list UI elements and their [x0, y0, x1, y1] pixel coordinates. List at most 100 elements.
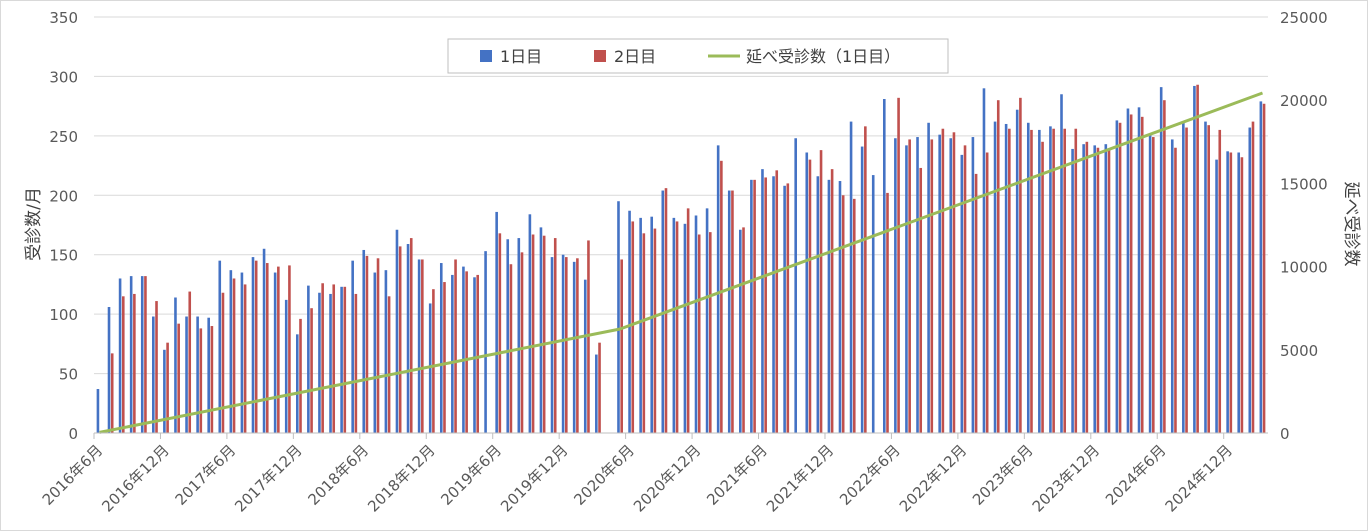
bar-series-2: [210, 326, 214, 433]
bar-series-2: [542, 235, 546, 433]
bar-series-1: [107, 307, 111, 433]
bar-series-1: [1137, 107, 1141, 434]
bar-series-2: [1118, 122, 1122, 433]
bar-series-1: [1060, 94, 1063, 433]
bar-series-2: [454, 259, 457, 433]
bar-series-2: [720, 160, 723, 433]
bar-series-2: [830, 169, 834, 433]
bar-series-1: [650, 216, 654, 433]
legend-swatch-1: [480, 50, 492, 62]
bar-series-1: [406, 244, 410, 433]
bar-series-1: [794, 138, 797, 433]
bar-series-1: [495, 211, 498, 433]
x-tick-label: 2023年6月: [969, 441, 1037, 509]
bar-series-1: [307, 285, 310, 433]
bar-series-2: [365, 255, 369, 433]
bar-series-1: [240, 272, 244, 433]
bar-series-1: [1026, 122, 1030, 433]
bar-series-1: [1259, 101, 1263, 433]
bar-series-1: [672, 217, 676, 433]
y-tick-label: 350: [49, 9, 78, 27]
bar-series-1: [1093, 145, 1097, 433]
bar-series-1: [694, 215, 698, 433]
bar-series-2: [443, 282, 446, 433]
bar-series-2: [1041, 141, 1044, 434]
bar-series-1: [218, 260, 222, 433]
bar-series-2: [133, 293, 136, 433]
bar-series-2: [1085, 141, 1089, 434]
bar-series-2: [963, 145, 967, 433]
bar-series-1: [1126, 108, 1130, 434]
bar-series-2: [1218, 129, 1222, 433]
bar-series-2: [852, 198, 856, 433]
bar-series-2: [421, 259, 424, 433]
bar-series-1: [982, 88, 986, 434]
bar-series-1: [262, 248, 266, 433]
bar-series-2: [908, 139, 911, 433]
bar-series-1: [539, 227, 543, 433]
bar-series-2: [996, 100, 1000, 433]
bar-series-1: [384, 270, 388, 433]
bar-series-2: [398, 246, 402, 433]
bar-series-2: [708, 232, 712, 433]
bar-series-1: [340, 286, 343, 433]
bar-series-2: [753, 179, 756, 433]
bar-series-2: [952, 132, 956, 433]
bar-series-1: [140, 276, 144, 433]
bar-series-2: [387, 296, 391, 433]
legend-swatch-2: [594, 50, 606, 62]
bar-series-1: [617, 201, 620, 433]
bar-series-2: [1152, 137, 1155, 433]
bar-series-1: [528, 214, 532, 433]
bar-series-2: [321, 283, 324, 433]
bar-series-2: [288, 265, 291, 433]
bar-series-2: [188, 291, 192, 433]
bar-series-1: [860, 146, 864, 433]
bar-series-1: [351, 260, 354, 433]
bar-series-1: [1004, 123, 1008, 433]
bar-series-1: [882, 99, 886, 434]
bar-series-2: [465, 271, 468, 433]
bar-series-2: [930, 139, 934, 433]
x-axis-ticks: 2016年6月2016年12月2017年6月2017年12月2018年6月201…: [39, 433, 1236, 516]
bar-series-1: [174, 297, 177, 433]
bar-series-2: [520, 252, 524, 433]
gridlines: [94, 16, 1268, 434]
bar-series-1: [1071, 148, 1074, 433]
bar-series-2: [686, 208, 690, 433]
x-tick-label: 2022年6月: [836, 441, 904, 509]
bar-series-1: [1104, 144, 1108, 434]
bar-series-2: [409, 238, 413, 433]
y-tick-label: 300: [49, 68, 78, 86]
bar-series-2: [1174, 147, 1177, 433]
bar-series-2: [166, 342, 169, 433]
bar-series-2: [1063, 128, 1067, 433]
bar-series-2: [110, 353, 114, 433]
bar-series-2: [199, 328, 203, 433]
bar-series-1: [1038, 129, 1041, 433]
bar-series-2: [1074, 128, 1078, 433]
bar-series-2: [731, 190, 734, 433]
bar-series-2: [775, 170, 779, 433]
bar-series-1: [417, 259, 421, 433]
x-tick-label: 2019年6月: [437, 441, 505, 509]
y2-tick-label: 15000: [1280, 175, 1328, 193]
bar-series-2: [919, 167, 923, 433]
bar-series-1: [295, 334, 299, 433]
series-2-bars: [110, 84, 1266, 434]
bar-series-2: [354, 293, 358, 433]
bar-series-2: [1107, 148, 1111, 433]
bar-series-1: [373, 272, 377, 433]
bar-series-2: [675, 221, 679, 433]
bar-series-2: [1196, 84, 1199, 434]
bar-series-2: [1240, 157, 1244, 433]
bar-series-1: [705, 208, 709, 433]
bar-series-2: [1096, 147, 1100, 433]
bar-series-2: [243, 284, 247, 433]
bar-series-2: [941, 128, 945, 433]
bar-series-1: [1170, 139, 1174, 433]
bar-series-2: [121, 296, 125, 433]
bar-series-2: [841, 195, 845, 433]
cumulative-line: [99, 91, 1264, 434]
bar-series-2: [332, 284, 336, 433]
